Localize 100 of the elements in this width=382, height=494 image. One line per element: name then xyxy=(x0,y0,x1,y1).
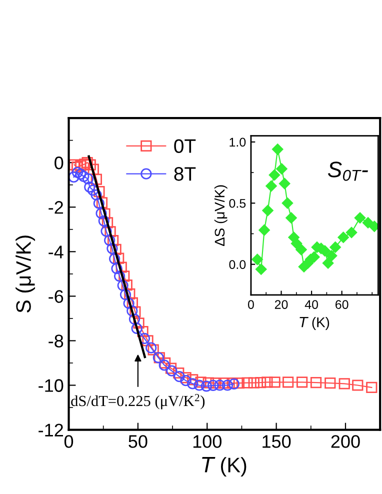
point xyxy=(258,224,270,236)
point xyxy=(354,212,366,224)
point xyxy=(158,360,170,371)
x-tick-label: 40 xyxy=(304,300,318,309)
point xyxy=(322,258,334,269)
point xyxy=(256,264,267,275)
x-tick-label: 0 xyxy=(64,435,74,448)
point xyxy=(110,244,122,255)
y-tick-label: 0.5 xyxy=(229,198,246,208)
point xyxy=(117,280,128,292)
point xyxy=(290,238,302,250)
point xyxy=(254,377,266,388)
point xyxy=(93,198,104,209)
point xyxy=(96,197,108,208)
point xyxy=(269,376,280,388)
point xyxy=(174,371,185,382)
x-tick-label: 20 xyxy=(274,300,288,309)
x-tick-label: 150 xyxy=(262,435,291,448)
point xyxy=(266,180,277,192)
point xyxy=(82,173,94,184)
y-tick-label: 1.0 xyxy=(230,138,246,147)
point xyxy=(166,365,178,376)
point xyxy=(84,182,96,193)
point xyxy=(222,380,234,391)
point xyxy=(88,164,99,175)
point xyxy=(278,178,290,190)
point xyxy=(233,377,245,389)
point xyxy=(194,380,205,391)
annotation: dS/dT=0.225 (μV/K$^{2}$) xyxy=(71,394,205,410)
y-tick-label: -8 xyxy=(48,334,64,348)
point xyxy=(338,378,350,390)
y-axis-title: S (μV/K) xyxy=(16,236,36,313)
point xyxy=(368,220,378,232)
point xyxy=(109,253,120,264)
point xyxy=(98,215,110,226)
y-tick-label: 0 xyxy=(54,156,64,170)
point xyxy=(111,263,122,274)
point xyxy=(268,169,280,181)
point xyxy=(123,298,134,309)
point xyxy=(200,380,212,392)
point xyxy=(113,252,124,264)
legend-label: 8T xyxy=(174,167,196,181)
point xyxy=(330,242,341,253)
point xyxy=(107,234,119,246)
point xyxy=(282,198,294,209)
point xyxy=(326,250,338,262)
point xyxy=(262,204,274,216)
x-tick-label: 60 xyxy=(336,300,348,309)
point xyxy=(114,270,126,282)
point xyxy=(180,372,192,384)
point xyxy=(90,174,102,185)
point xyxy=(121,280,132,291)
point xyxy=(120,289,132,300)
point xyxy=(90,189,102,200)
point xyxy=(128,314,140,325)
point xyxy=(75,168,86,180)
point xyxy=(78,170,90,182)
point xyxy=(96,208,107,219)
point xyxy=(362,217,374,228)
point xyxy=(346,226,358,238)
point xyxy=(124,288,136,300)
point xyxy=(252,254,263,266)
point xyxy=(324,377,336,389)
y-axis-title: ΔS (μV/K) xyxy=(214,185,228,246)
point xyxy=(338,232,349,244)
y-tick-label: 0.0 xyxy=(229,260,246,269)
x-tick-label: 200 xyxy=(331,435,360,448)
point xyxy=(208,380,219,392)
point xyxy=(286,212,297,224)
y-tick-label: -12 xyxy=(38,424,63,436)
point xyxy=(180,375,192,386)
point xyxy=(195,376,206,388)
x-tick-label: 50 xyxy=(128,435,148,448)
point xyxy=(352,380,364,391)
point xyxy=(126,305,138,316)
x-tick-label: 0 xyxy=(248,300,254,309)
y-tick-label: -2 xyxy=(48,201,63,214)
point xyxy=(130,306,141,318)
point xyxy=(106,242,118,254)
point xyxy=(99,208,110,220)
point xyxy=(248,377,260,388)
x-tick-label: 100 xyxy=(193,435,222,448)
point xyxy=(262,376,273,388)
point xyxy=(104,234,116,246)
point xyxy=(131,322,142,334)
legend-label: 0T xyxy=(174,139,196,153)
point xyxy=(104,226,116,238)
point xyxy=(296,376,308,388)
point xyxy=(94,186,105,198)
point xyxy=(68,172,80,183)
point xyxy=(160,357,171,369)
point xyxy=(87,184,99,196)
point xyxy=(276,163,288,174)
point xyxy=(272,144,284,155)
x-axis-title: T (K) xyxy=(202,457,246,477)
annotation: S$_{0T}$- xyxy=(328,162,368,181)
point xyxy=(165,362,177,374)
point xyxy=(133,318,144,329)
point xyxy=(187,378,198,390)
point xyxy=(366,382,378,394)
